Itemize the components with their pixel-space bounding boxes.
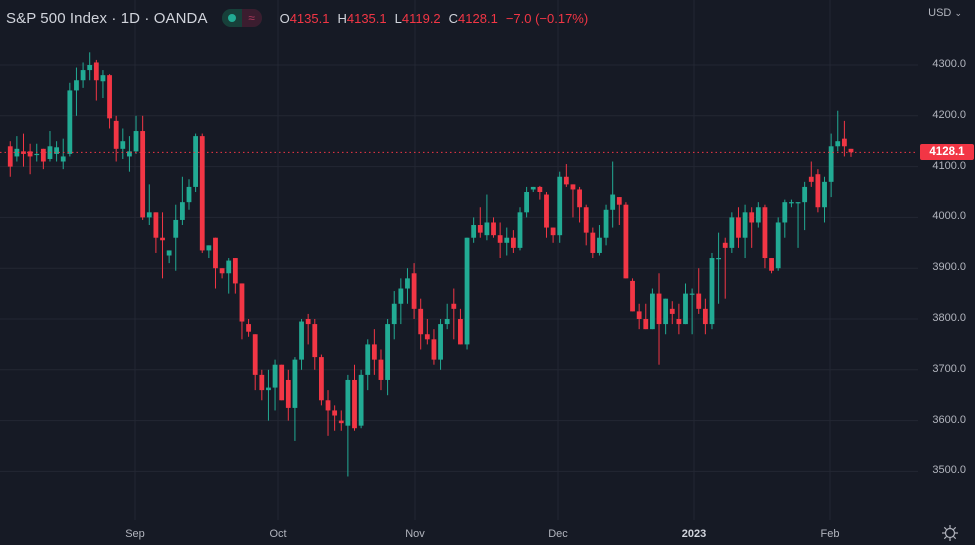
- price-tick: 3800.0: [932, 312, 966, 324]
- price-tick: 4200.0: [932, 108, 966, 121]
- ohlc-close: C4128.1: [448, 10, 498, 26]
- time-tick: Sep: [125, 528, 145, 540]
- ohlc-open: O4135.1: [279, 10, 330, 26]
- ohlc-low: L4119.2: [394, 10, 441, 26]
- price-tick: 3600.0: [932, 413, 966, 426]
- gear-icon[interactable]: [941, 524, 959, 542]
- last-price-label: 4128.1: [920, 144, 974, 161]
- time-tick: Dec: [548, 528, 568, 540]
- grid-lines: [0, 0, 918, 520]
- status-pill[interactable]: ≈: [221, 9, 262, 27]
- currency-selector[interactable]: USD ⌄: [928, 7, 962, 19]
- time-tick: Feb: [820, 528, 840, 540]
- price-tick: 3700.0: [932, 362, 966, 375]
- ohlc-high: H4135.1: [337, 10, 387, 26]
- price-tick: 4000.0: [932, 210, 966, 223]
- price-tick: 3900.0: [932, 261, 966, 274]
- time-tick: 2023: [681, 528, 707, 540]
- currency-label: USD: [928, 7, 952, 19]
- wave-icon: ≈: [241, 9, 262, 27]
- price-change: −7.0 (−0.17%): [505, 10, 589, 26]
- time-tick: Oct: [269, 528, 287, 540]
- chevron-down-icon: ⌄: [954, 8, 962, 18]
- price-tick: 4100.0: [932, 159, 966, 172]
- symbol-legend: S&P 500 Index · 1D · OANDA ≈ O4135.1 H41…: [6, 7, 588, 29]
- ohlc-values: O4135.1 H4135.1 L4119.2 C4128.1: [280, 11, 498, 26]
- price-tick: 3500.0: [932, 464, 966, 477]
- candles: [7, 52, 854, 477]
- green-dot-icon: [221, 9, 242, 27]
- price-tick: 4300.0: [932, 58, 966, 70]
- time-tick: Nov: [405, 528, 425, 540]
- symbol-title[interactable]: S&P 500 Index · 1D · OANDA: [6, 9, 208, 27]
